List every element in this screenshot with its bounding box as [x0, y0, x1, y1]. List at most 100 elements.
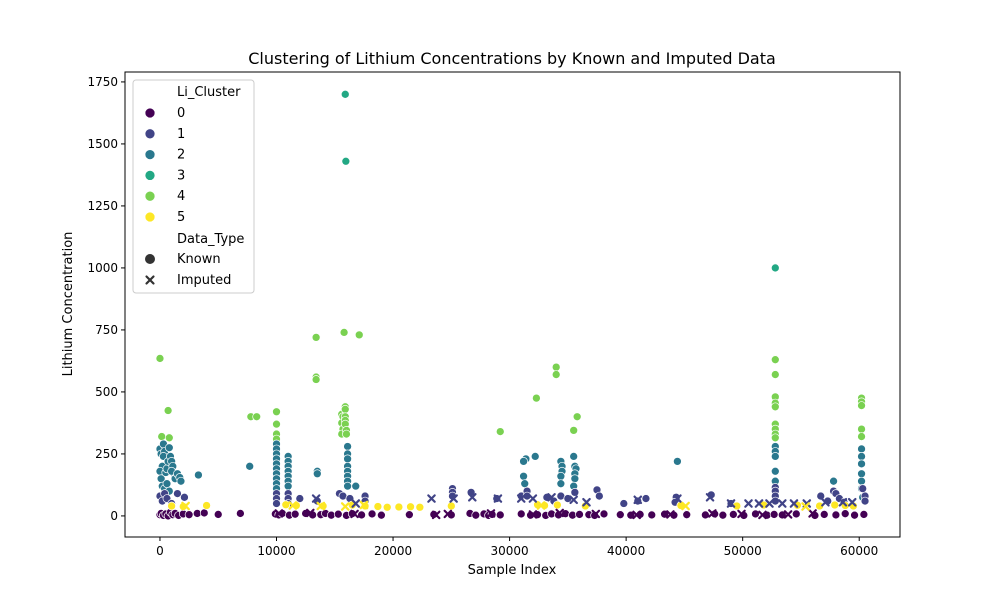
y-tick-label: 0: [110, 509, 118, 523]
legend-entry-cluster-5: 5: [144, 210, 185, 225]
data-point: [857, 401, 866, 410]
legend-hue-title: Li_Cluster: [177, 85, 241, 100]
x-tick-label: 0: [156, 544, 164, 558]
x-tick-label: 50000: [724, 544, 762, 558]
y-tick-label: 500: [95, 385, 118, 399]
legend-label: Known: [177, 252, 221, 267]
data-point: [673, 457, 682, 466]
data-point: [312, 469, 322, 479]
data-point: [341, 156, 351, 166]
data-point: [359, 500, 369, 510]
data-point: [272, 419, 281, 429]
data-point: [367, 509, 377, 519]
data-point: [530, 452, 540, 461]
x-tick-label: 60000: [840, 544, 878, 558]
x-axis-label: Sample Index: [468, 563, 557, 578]
y-tick-label: 1750: [87, 75, 118, 89]
data-point: [857, 444, 866, 454]
data-point: [202, 501, 211, 510]
data-point: [850, 510, 859, 520]
y-axis-label: Lithium Concentration: [61, 232, 76, 377]
data-point: [553, 500, 562, 510]
legend: Li_Cluster 0 1 2 3 4 5 Data_Type Known Imputed: [132, 79, 255, 294]
data-point: [382, 502, 392, 512]
legend-label: 3: [177, 168, 185, 183]
legend-marker: [145, 254, 155, 264]
data-point: [708, 509, 717, 518]
data-point: [318, 501, 328, 511]
data-point: [815, 501, 824, 511]
data-point: [493, 494, 503, 503]
data-point: [516, 494, 526, 503]
data-point: [660, 509, 669, 519]
legend-marker: [144, 190, 156, 202]
data-point: [373, 502, 383, 511]
legend-style-title: Data_Type: [177, 232, 244, 247]
data-point: [737, 509, 746, 519]
data-point: [547, 493, 556, 502]
data-point: [555, 508, 564, 518]
data-point: [528, 494, 538, 503]
data-point: [272, 499, 281, 508]
data-point: [769, 510, 779, 519]
data-point: [551, 370, 561, 379]
data-point: [377, 510, 386, 520]
legend-box: [132, 79, 255, 294]
data-point: [701, 510, 710, 520]
x-tick-label: 30000: [490, 544, 528, 558]
series-cluster-0-imputed: [274, 508, 817, 520]
data-point: [758, 510, 767, 520]
data-point: [495, 510, 505, 520]
data-point: [770, 355, 780, 365]
data-point: [443, 509, 453, 519]
data-point: [340, 89, 350, 99]
series-cluster-3-known: [340, 89, 780, 273]
data-point: [486, 509, 496, 518]
data-point: [431, 510, 441, 520]
data-point: [647, 510, 657, 520]
data-point: [519, 471, 528, 481]
data-point: [427, 494, 436, 503]
x-axis: 0 10000 20000 30000 40000 50000 60000: [156, 537, 878, 558]
data-point: [770, 263, 780, 273]
data-point: [728, 510, 738, 519]
data-point: [705, 493, 715, 502]
series-cluster-0-known: [155, 507, 869, 521]
data-point: [157, 432, 167, 441]
data-point: [556, 479, 566, 489]
legend-marker: [144, 128, 156, 140]
data-point: [840, 509, 850, 519]
data-point: [167, 501, 176, 511]
data-point: [340, 404, 350, 414]
data-point: [599, 509, 609, 519]
data-point: [626, 510, 636, 520]
data-point: [615, 510, 625, 520]
data-point: [556, 471, 566, 481]
y-tick-label: 1250: [87, 199, 118, 213]
data-point: [726, 499, 736, 508]
data-point: [528, 510, 538, 519]
y-tick-label: 1500: [87, 137, 118, 151]
data-point: [829, 476, 838, 486]
legend-label: 2: [177, 148, 185, 163]
data-point: [288, 501, 298, 510]
data-point: [569, 452, 579, 461]
data-point: [857, 432, 866, 441]
data-point: [155, 354, 165, 363]
data-point: [754, 499, 764, 508]
data-point: [569, 495, 578, 505]
data-point: [536, 501, 546, 510]
data-point: [575, 510, 584, 519]
legend-marker: [144, 107, 156, 119]
data-point: [495, 427, 505, 436]
data-point: [449, 494, 458, 503]
data-point: [180, 492, 189, 502]
data-point: [801, 502, 810, 511]
points-layer: [155, 89, 870, 521]
data-point: [857, 452, 866, 461]
data-point: [405, 510, 414, 520]
data-point: [744, 499, 753, 508]
data-point: [343, 442, 352, 451]
data-point: [339, 328, 349, 337]
data-point: [272, 407, 281, 417]
